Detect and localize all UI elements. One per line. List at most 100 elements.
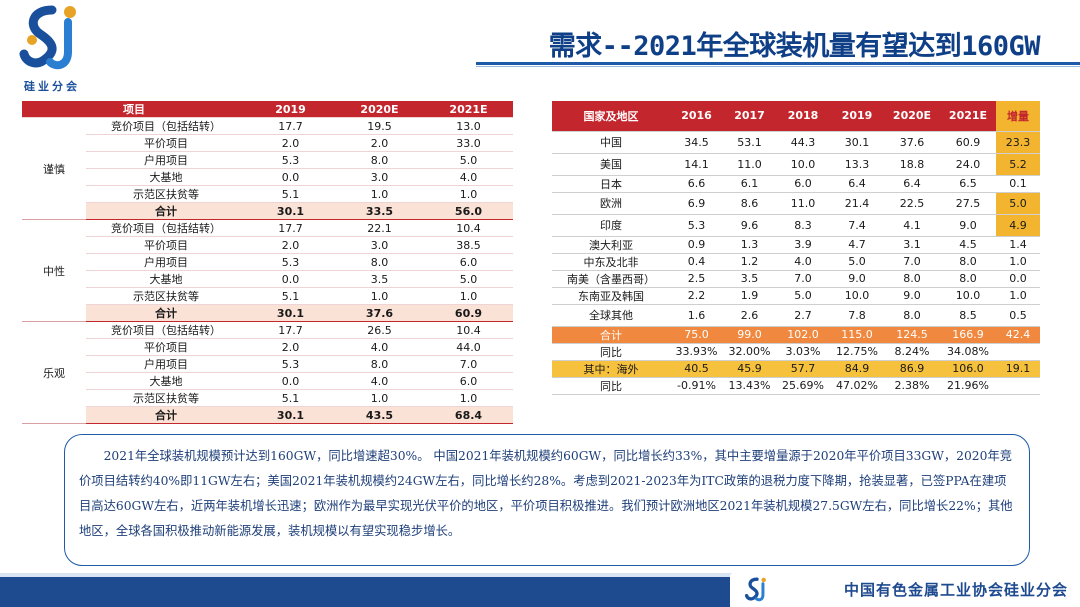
table-cell: 37.6: [884, 131, 940, 154]
table-cell: 124.5: [884, 326, 940, 344]
table-cell: 75.0: [670, 326, 723, 344]
table-cell: 2.5: [670, 270, 723, 288]
table-cell: 17.7: [246, 117, 335, 135]
header-cell: 2021E: [940, 101, 996, 132]
table-cell: 19.1: [996, 360, 1040, 378]
region-row: 澳大利亚 0.9 1.3 3.9 4.7 3.1 4.5 1.4: [552, 236, 1040, 254]
table-cell: 中东及北非: [552, 253, 670, 271]
table-cell: 4.9: [996, 214, 1040, 237]
table-cell: 示范区扶贫等: [86, 287, 246, 305]
table-cell: 平价项目: [86, 338, 246, 356]
table-cell: 1.3: [723, 236, 776, 254]
header-cell: 项目: [22, 101, 246, 118]
table-cell: 0.0: [246, 270, 335, 288]
total-cell: 合计: [86, 202, 246, 220]
table-cell: 1.2: [723, 253, 776, 271]
table-cell: 1.6: [670, 304, 723, 327]
region-row: 日本 6.6 6.1 6.0 6.4 6.4 6.5 0.1: [552, 175, 1040, 193]
region-row: 中东及北非 0.4 1.2 4.0 5.0 7.0 8.0 1.0: [552, 253, 1040, 271]
table-row: 户用项目 5.3 8.0 5.0: [22, 151, 513, 169]
table-cell: 同比: [552, 343, 670, 361]
table-cell: 11.0: [723, 153, 776, 176]
table-cell: 4.0: [776, 253, 830, 271]
region-table-header: 国家及地区 2016 2017 2018 2019 2020E 2021E 增量: [552, 101, 1040, 132]
yoy-row: 同比 33.93% 32.00% 3.03% 12.75% 8.24% 34.08%: [552, 343, 1040, 361]
table-cell: 166.9: [940, 326, 996, 344]
table-cell: 44.0: [424, 338, 513, 356]
table-cell: 6.6: [670, 175, 723, 193]
table-cell: 南美（含墨西哥）: [552, 270, 670, 288]
table-cell: 5.0: [424, 151, 513, 169]
table-cell: 7.0: [424, 355, 513, 373]
table-cell: 106.0: [940, 360, 996, 378]
table-cell: 竞价项目（包括结转）: [86, 321, 246, 339]
table-cell: 40.5: [670, 360, 723, 378]
table-cell: 平价项目: [86, 236, 246, 254]
header-cell: 2018: [776, 101, 830, 132]
table-cell: 7.4: [830, 214, 884, 237]
table-cell: 8.0: [335, 355, 424, 373]
table-cell: 6.5: [940, 175, 996, 193]
total-row: 合计 30.1 43.5 68.4: [22, 406, 513, 424]
table-cell: 8.24%: [884, 343, 940, 361]
table-cell: 9.0: [940, 214, 996, 237]
total-cell: 43.5: [335, 406, 424, 424]
table-cell: 8.3: [776, 214, 830, 237]
table-cell: 2.7: [776, 304, 830, 327]
footer-band: [0, 573, 1080, 577]
table-cell: [996, 377, 1040, 395]
table-cell: [996, 343, 1040, 361]
table-cell: 1.0: [996, 287, 1040, 305]
total-row: 合计 30.1 33.5 56.0: [22, 202, 513, 220]
table-cell: 13.3: [830, 153, 884, 176]
table-cell: 全球其他: [552, 304, 670, 327]
table-cell: 8.0: [335, 253, 424, 271]
total-cell: 56.0: [424, 202, 513, 220]
table-cell: 1.0: [335, 287, 424, 305]
summary-text: 2021年全球装机规模预计达到160GW，同比增速超30%。 中国2021年装机…: [79, 449, 1013, 538]
table-cell: 6.0: [424, 372, 513, 390]
table-cell: 17.7: [246, 321, 335, 339]
table-cell: 示范区扶贫等: [86, 389, 246, 407]
table-cell: 3.5: [723, 270, 776, 288]
table-row: 示范区扶贫等 5.1 1.0 1.0: [22, 287, 513, 305]
table-cell: 11.0: [776, 192, 830, 215]
table-cell: 2.6: [723, 304, 776, 327]
table-cell: 18.8: [884, 153, 940, 176]
table-cell: 印度: [552, 214, 670, 237]
table-cell: 84.9: [830, 360, 884, 378]
table-cell: 6.4: [830, 175, 884, 193]
region-row: 全球其他 1.6 2.6 2.7 7.8 8.0 8.5 0.5: [552, 304, 1040, 327]
total-cell: 30.1: [246, 202, 335, 220]
table-cell: 6.4: [884, 175, 940, 193]
header-cell: 2019: [830, 101, 884, 132]
table-cell: 102.0: [776, 326, 830, 344]
table-cell: 平价项目: [86, 134, 246, 152]
table-cell: 24.0: [940, 153, 996, 176]
table-row: 谨慎 竞价项目（包括结转） 17.7 19.5 13.0: [22, 117, 513, 220]
overseas-row: 其中：海外 40.5 45.9 57.7 84.9 86.9 106.0 19.1: [552, 360, 1040, 378]
table-cell: 34.08%: [940, 343, 996, 361]
table-cell: 户用项目: [86, 253, 246, 271]
table-cell: 5.1: [246, 287, 335, 305]
logo: 硅业分会: [12, 4, 92, 94]
table-cell: 4.7: [830, 236, 884, 254]
table-cell: 大基地: [86, 270, 246, 288]
table-cell: 5.0: [776, 287, 830, 305]
table-row: 乐观 竞价项目（包括结转） 17.7 26.5 10.4: [22, 321, 513, 424]
region-row: 美国 14.1 11.0 10.0 13.3 18.8 24.0 5.2: [552, 153, 1040, 176]
table-cell: 大基地: [86, 168, 246, 186]
table-cell: 欧洲: [552, 192, 670, 215]
table-cell: 1.0: [424, 185, 513, 203]
table-cell: 1.4: [996, 236, 1040, 254]
footer-text: 中国有色金属工业协会硅业分会: [843, 581, 1068, 599]
table-cell: 57.7: [776, 360, 830, 378]
table-cell: 6.9: [670, 192, 723, 215]
header-cell: 2020E: [884, 101, 940, 132]
table-cell: 竞价项目（包括结转）: [86, 219, 246, 237]
table-cell: 86.9: [884, 360, 940, 378]
table-cell: 2.0: [246, 134, 335, 152]
header-cell: 2016: [670, 101, 723, 132]
table-row: 示范区扶贫等 5.1 1.0 1.0: [22, 185, 513, 203]
table-cell: 0.0: [246, 168, 335, 186]
